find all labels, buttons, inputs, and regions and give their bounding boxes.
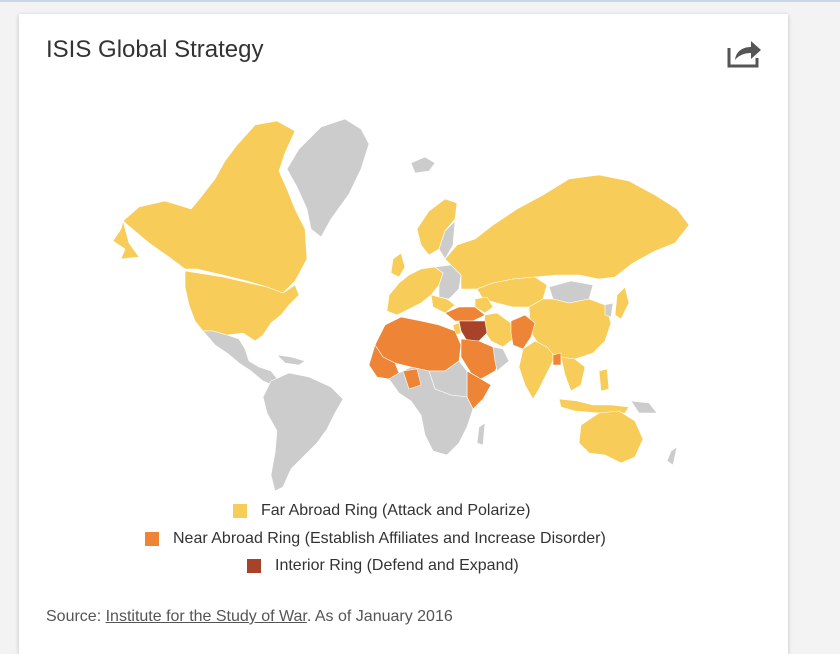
legend-label-interior: Interior Ring (Defend and Expand) (275, 557, 519, 574)
top-border (0, 0, 840, 2)
madagascar (476, 422, 486, 446)
balkans (430, 294, 456, 314)
korea (604, 302, 614, 318)
philippines (598, 368, 610, 392)
legend-swatch-interior (247, 559, 261, 573)
legend-item-near: Near Abroad Ring (Establish Affiliates a… (145, 530, 606, 548)
south-america (262, 372, 344, 492)
scandinavia (416, 198, 458, 256)
legend-swatch-far (233, 504, 247, 518)
legend-item-far: Far Abroad Ring (Attack and Polarize) (233, 502, 530, 520)
bangladesh (552, 352, 562, 366)
syria-iraq (458, 320, 488, 342)
new-zealand (666, 446, 678, 466)
legend-label-far: Far Abroad Ring (Attack and Polarize) (261, 502, 531, 519)
canada (122, 120, 308, 294)
caribbean (276, 354, 306, 366)
source-suffix: . As of January 2016 (306, 608, 453, 625)
legend-label-near: Near Abroad Ring (Establish Affiliates a… (173, 530, 606, 547)
mexico (202, 330, 280, 386)
caucasus (474, 296, 494, 314)
japan (614, 286, 630, 320)
share-arrow-icon (727, 41, 761, 68)
india (518, 340, 556, 400)
nigeria (402, 368, 422, 390)
sweden (438, 220, 456, 260)
source-link[interactable]: Institute for the Study of War (105, 608, 307, 625)
share-button[interactable] (725, 36, 765, 70)
afghanistan-pakistan (510, 314, 536, 350)
alaska (112, 220, 140, 260)
new-guinea (630, 400, 658, 414)
greenland (286, 118, 370, 238)
source-note: Source: Institute for the Study of War. … (46, 608, 453, 626)
iceland (410, 156, 436, 174)
source-prefix: Source: (46, 608, 106, 625)
chart-title: ISIS Global Strategy (46, 36, 264, 63)
legend-item-interior: Interior Ring (Defend and Expand) (247, 557, 519, 575)
russia (444, 174, 689, 290)
australia (578, 410, 644, 464)
saudi-arabia (460, 338, 502, 380)
iran (482, 312, 514, 348)
chart-card: ISIS Global Strategy (19, 14, 788, 654)
usa (184, 270, 300, 342)
oman (492, 346, 510, 372)
southeast-asia (560, 356, 586, 392)
indonesia (558, 398, 630, 414)
world-map (112, 118, 689, 492)
sub-saharan-africa (388, 366, 474, 456)
legend-swatch-near (145, 532, 159, 546)
uk (390, 252, 406, 278)
